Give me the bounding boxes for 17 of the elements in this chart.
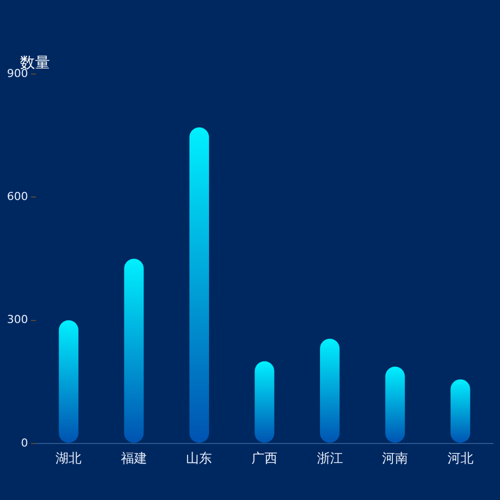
x-tick-label: 山东 xyxy=(186,452,212,467)
y-tick-label: 300 xyxy=(6,313,28,326)
x-tick-label: 福建 xyxy=(120,452,147,467)
bar xyxy=(124,258,144,443)
y-tick-label: 600 xyxy=(6,190,28,203)
x-tick-label: 浙江 xyxy=(316,452,343,467)
x-tick-label: 湖北 xyxy=(56,452,82,467)
bar xyxy=(450,379,470,443)
bar xyxy=(58,320,78,443)
bar xyxy=(385,366,405,443)
x-tick-label: 河北 xyxy=(447,452,474,467)
x-tick-label: 河南 xyxy=(382,452,408,467)
bar xyxy=(320,338,340,443)
y-tick-label: 0 xyxy=(20,436,28,450)
bar xyxy=(254,361,274,443)
x-tick-label: 广西 xyxy=(252,452,278,467)
bar xyxy=(189,127,210,443)
